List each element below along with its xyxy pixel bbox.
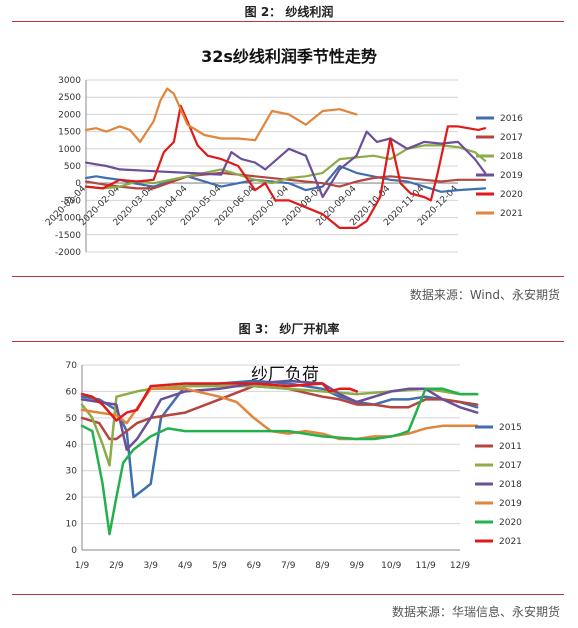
y-tick-label: 70 bbox=[66, 361, 78, 371]
x-tick-label: 8/9 bbox=[315, 561, 330, 571]
x-tick-label: 3/9 bbox=[143, 561, 158, 571]
y-tick-label: 60 bbox=[66, 387, 78, 397]
legend-label: 2018 bbox=[499, 480, 522, 490]
y-tick-label: 30 bbox=[66, 467, 78, 477]
y-tick-label: 0 bbox=[71, 546, 77, 556]
legend-label: 2011 bbox=[499, 442, 522, 452]
y-tick-label: 2000 bbox=[58, 110, 81, 120]
y-tick-label: -2000 bbox=[55, 248, 81, 258]
divider bbox=[12, 276, 564, 277]
x-tick-label: 6/9 bbox=[247, 561, 262, 571]
mill-load-chart: 纱厂负荷 0 10 20 30 40 50 60 70 1/9 2/9 3/9 4/9 5/9 6/9 7/9… bbox=[66, 361, 523, 571]
x-tick-label: 12/9 bbox=[450, 561, 470, 571]
legend-label: 2019 bbox=[500, 171, 523, 181]
legend-label: 2019 bbox=[499, 499, 522, 509]
figure-3-source: 数据来源：华瑞信息、永安期货 bbox=[391, 605, 560, 619]
x-tick-label: 10/9 bbox=[381, 561, 401, 571]
legend-label: 2018 bbox=[500, 152, 523, 162]
y-tick-label: 1500 bbox=[58, 128, 81, 138]
y-tick-label: 3000 bbox=[58, 76, 81, 86]
y-tick-label: -1000 bbox=[55, 214, 81, 224]
y-tick-label: -1500 bbox=[55, 231, 81, 241]
series-line-2020 bbox=[84, 104, 487, 229]
y-tick-label: 50 bbox=[66, 414, 78, 424]
y-tick-label: 40 bbox=[66, 440, 78, 450]
y-tick-label: 10 bbox=[66, 520, 78, 530]
x-tick-label: 4/9 bbox=[178, 561, 193, 571]
y-tick-label: 20 bbox=[66, 493, 78, 503]
legend-label: 2021 bbox=[500, 209, 523, 219]
x-tick-label: 5/9 bbox=[212, 561, 227, 571]
x-tick-label: 2/9 bbox=[109, 561, 124, 571]
chart-title: 纱厂负荷 bbox=[251, 365, 319, 385]
series-line-2019 bbox=[84, 130, 487, 199]
series-line-2018 bbox=[80, 379, 479, 451]
x-tick-label: 1/9 bbox=[75, 561, 90, 571]
legend-label: 2016 bbox=[500, 114, 523, 124]
x-tick-label: 11/9 bbox=[416, 561, 436, 571]
x-tick-label: 7/9 bbox=[281, 561, 296, 571]
legend-label: 2017 bbox=[500, 133, 523, 143]
x-tick-label: 9/9 bbox=[350, 561, 365, 571]
figure-2-source: 数据来源：Wind、永安期货 bbox=[409, 288, 560, 302]
series-line-2020 bbox=[80, 387, 479, 536]
series-line-2015 bbox=[80, 379, 479, 499]
legend-label: 2020 bbox=[499, 518, 522, 528]
figure-2-caption: 图 2： 纱线利润 bbox=[244, 5, 334, 19]
series-line-2021 bbox=[80, 382, 359, 422]
y-tick-label: 2500 bbox=[58, 93, 81, 103]
profit-seasonal-chart: 32s纱线利润季节性走势 -2000 -1500 -1000 -500 0 500 1000 1… bbox=[44, 47, 523, 258]
legend-label: 2017 bbox=[499, 461, 522, 471]
divider bbox=[12, 341, 564, 342]
chart-title: 32s纱线利润季节性走势 bbox=[201, 47, 377, 66]
y-tick-label: 0 bbox=[75, 179, 81, 189]
divider bbox=[12, 594, 564, 595]
y-tick-label: -500 bbox=[61, 196, 82, 206]
legend-label: 2021 bbox=[499, 537, 522, 547]
legend-label: 2020 bbox=[500, 190, 523, 200]
y-tick-label: 500 bbox=[64, 162, 81, 172]
series-line-2021 bbox=[84, 87, 358, 144]
legend-label: 2015 bbox=[499, 423, 522, 433]
figure-3-caption: 图 3： 纱厂开机率 bbox=[238, 322, 340, 336]
divider bbox=[12, 21, 564, 22]
y-tick-label: 1000 bbox=[58, 145, 81, 155]
